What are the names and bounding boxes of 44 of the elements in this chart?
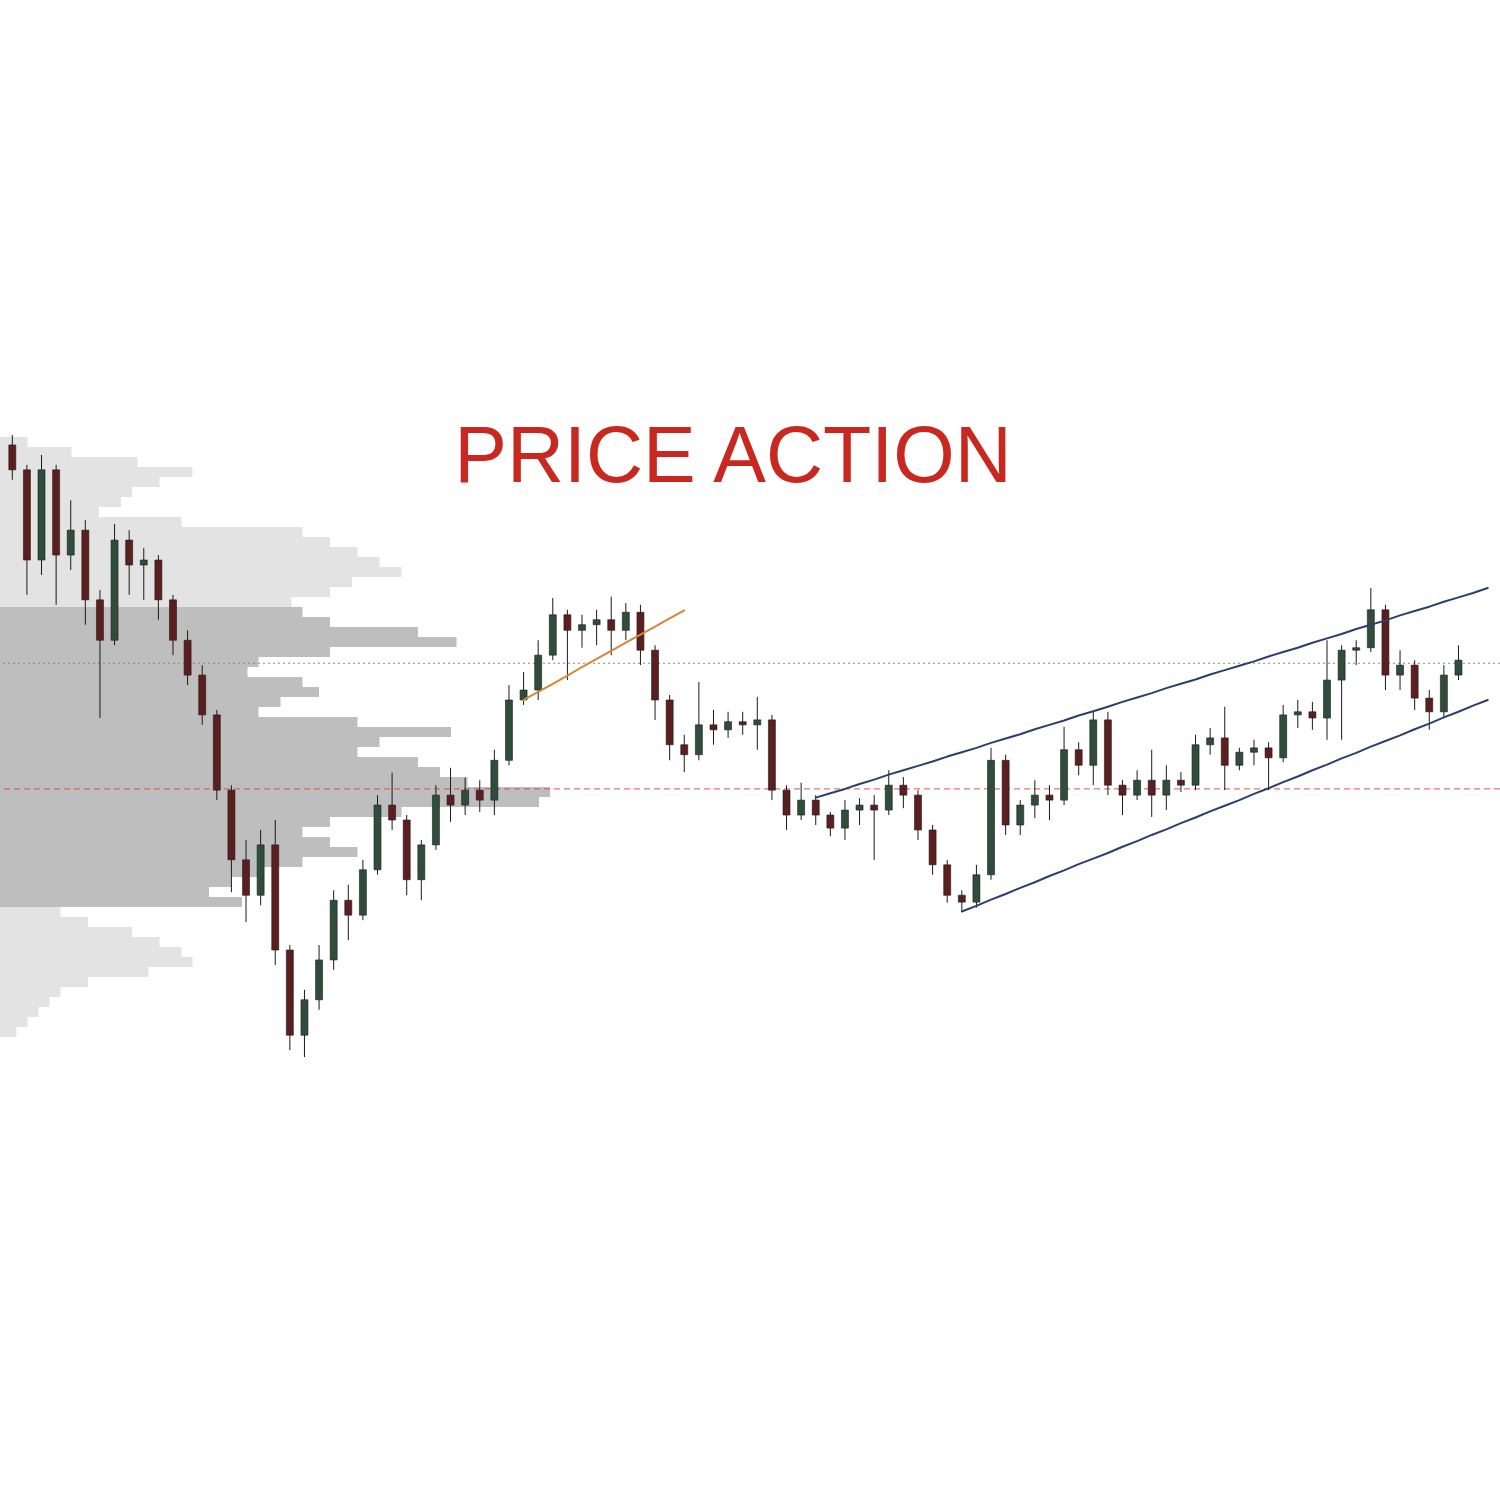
candlestick bbox=[826, 811, 835, 837]
candlestick bbox=[870, 794, 878, 861]
chart-title: PRICE ACTION bbox=[454, 409, 1012, 499]
candlestick bbox=[1074, 741, 1083, 776]
candlestick bbox=[1147, 749, 1156, 818]
candlestick bbox=[724, 711, 732, 739]
candlestick bbox=[899, 776, 908, 809]
candlestick bbox=[1454, 644, 1463, 681]
candlestick bbox=[1206, 727, 1214, 756]
candlestick bbox=[811, 794, 820, 826]
candlestick bbox=[139, 547, 148, 601]
candlestick bbox=[519, 671, 528, 706]
candlestick bbox=[592, 609, 601, 646]
candlestick bbox=[475, 779, 484, 813]
candlestick bbox=[738, 711, 747, 736]
candlestick bbox=[1133, 769, 1141, 801]
candlestick bbox=[753, 696, 762, 751]
candlestick bbox=[1352, 639, 1361, 666]
candlestick bbox=[680, 734, 689, 773]
candlestick bbox=[1293, 699, 1302, 729]
candlestick bbox=[1118, 779, 1127, 816]
candlestick bbox=[855, 797, 864, 826]
candlestick bbox=[344, 884, 353, 941]
candlestick bbox=[1264, 741, 1273, 791]
candlestick bbox=[1396, 649, 1404, 691]
candlestick bbox=[1250, 739, 1258, 766]
candlestick bbox=[388, 772, 396, 831]
candlestick bbox=[1162, 764, 1171, 811]
candlestick bbox=[578, 614, 586, 649]
candlestick bbox=[1308, 701, 1317, 731]
candlestick bbox=[461, 777, 469, 816]
candlestick bbox=[446, 767, 455, 823]
candlestick bbox=[1177, 771, 1185, 793]
candlestick bbox=[1045, 784, 1054, 821]
candlestick bbox=[841, 799, 849, 841]
candlestick bbox=[607, 596, 616, 656]
candlestick bbox=[709, 709, 718, 746]
candlestick bbox=[797, 782, 805, 821]
candlestick bbox=[563, 609, 572, 681]
candlestick bbox=[1031, 779, 1039, 819]
candlestick bbox=[1425, 689, 1434, 731]
candlestick bbox=[1016, 799, 1025, 836]
candlestick bbox=[1235, 747, 1244, 771]
candlestick bbox=[622, 602, 630, 641]
